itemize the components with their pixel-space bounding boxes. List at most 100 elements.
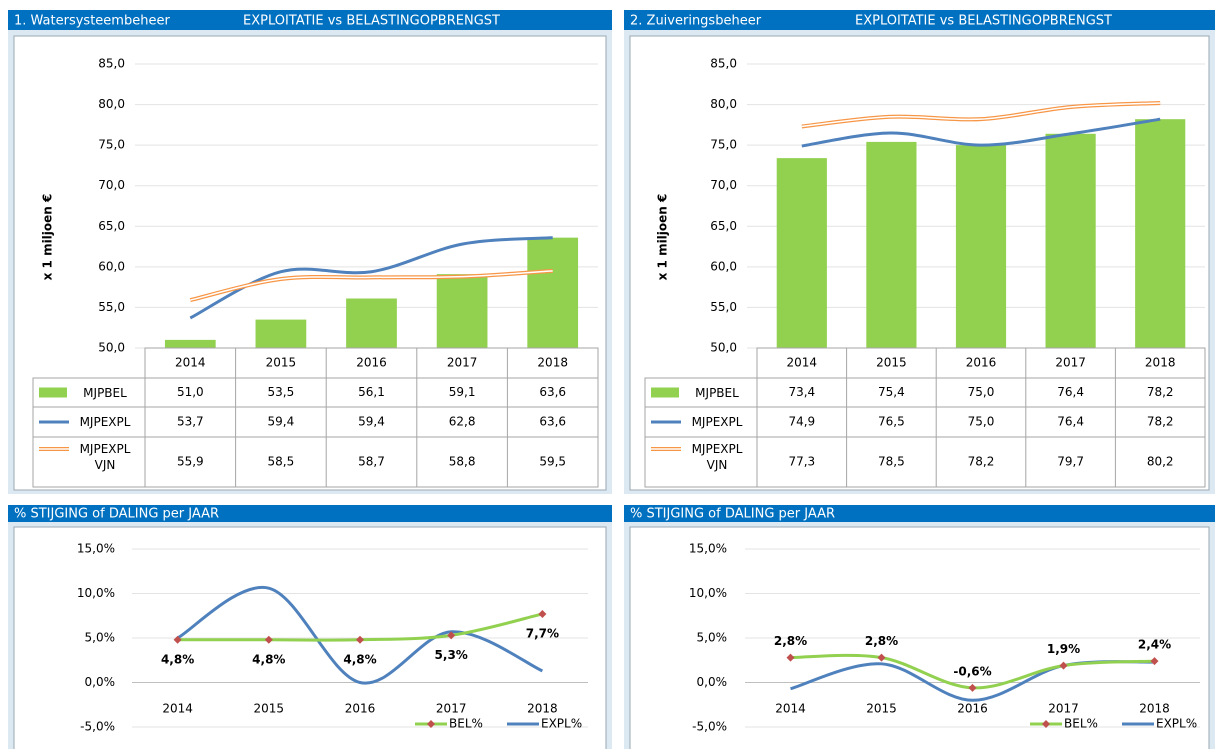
y-tick-label: 10,0% — [77, 586, 115, 600]
x-tick-label: 2017 — [1055, 356, 1086, 370]
legend-entry: MJPEXPL VJN — [79, 442, 131, 472]
y-tick-label: 75,0 — [98, 138, 125, 152]
chart-title: 1. Watersysteembeheer — [14, 14, 170, 29]
marker — [1059, 661, 1068, 670]
legend-label: MJPEXPL VJN — [79, 442, 131, 472]
table-value: 78,2 — [968, 455, 995, 469]
y-tick-label: 0,0% — [85, 675, 116, 689]
data-label: 1,9% — [1047, 642, 1080, 656]
table-value: 53,7 — [177, 415, 204, 429]
legend-label: MJPEXPL VJN — [691, 442, 743, 472]
legend-label: MJPBEL — [83, 385, 127, 400]
marker — [968, 683, 977, 692]
bar — [527, 237, 579, 348]
y-tick-label: 65,0 — [98, 219, 125, 233]
legend-entry: MJPEXPL VJN — [691, 442, 743, 472]
chart-title: % STIJGING of DALING per JAAR — [14, 507, 219, 522]
legend-label: EXPL% — [1156, 717, 1197, 731]
legend-label: BEL% — [1064, 717, 1098, 731]
x-tick-label: 2016 — [957, 702, 988, 716]
data-label: -0,6% — [953, 664, 991, 678]
legend-label: MJPBEL — [695, 385, 739, 400]
table-value: 59,5 — [539, 455, 566, 469]
table-value: 75,4 — [878, 385, 905, 399]
line — [176, 585, 544, 685]
legend-label: EXPL% — [541, 717, 582, 731]
table-value: 58,7 — [358, 455, 385, 469]
table-value: 63,6 — [539, 415, 566, 429]
table-value: 51,0 — [177, 385, 204, 399]
marker — [1150, 657, 1159, 666]
table-value: 74,9 — [788, 415, 815, 429]
table-value: 78,2 — [1147, 415, 1174, 429]
chart-subtitle: EXPLOITATIE vs BELASTINGOPBRENGST — [243, 14, 500, 29]
marker — [877, 653, 886, 662]
y-tick-label: 50,0 — [710, 341, 737, 355]
x-tick-label: 2015 — [876, 356, 907, 370]
x-tick-label: 2018 — [527, 702, 558, 716]
x-tick-label: 2017 — [1048, 702, 1079, 716]
legend-key — [651, 387, 679, 398]
x-tick-label: 2016 — [966, 356, 997, 370]
x-tick-label: 2014 — [162, 702, 193, 716]
x-tick-label: 2015 — [866, 702, 897, 716]
legend-key — [39, 387, 67, 398]
marker — [264, 635, 273, 644]
y-tick-label: 5,0% — [85, 631, 116, 645]
legend-entry: MJPBEL — [695, 385, 739, 400]
x-tick-label: 2018 — [1145, 356, 1176, 370]
legend-key — [1042, 720, 1050, 728]
table-value: 58,8 — [449, 455, 476, 469]
y-tick-label: 85,0 — [710, 57, 737, 71]
table-value: 59,4 — [358, 415, 385, 429]
table-value: 80,2 — [1147, 455, 1174, 469]
table-value: 75,0 — [968, 385, 995, 399]
table-value: 73,4 — [788, 385, 815, 399]
x-tick-label: 2014 — [775, 702, 806, 716]
x-tick-label: 2015 — [254, 702, 285, 716]
legend-label: BEL% — [449, 717, 483, 731]
data-label: 2,8% — [774, 634, 807, 648]
table-value: 59,1 — [449, 385, 476, 399]
y-tick-label: 70,0 — [98, 178, 125, 192]
table-value: 76,4 — [1057, 415, 1084, 429]
y-axis-label: x 1 miljoen € — [656, 194, 670, 281]
table-value: 59,4 — [268, 415, 295, 429]
bar — [866, 141, 917, 348]
data-label: 4,8% — [161, 652, 194, 666]
legend-label: MJPEXPL — [79, 415, 131, 429]
chart-title: % STIJGING of DALING per JAAR — [630, 507, 835, 522]
chart-box — [629, 35, 1210, 491]
bar — [1135, 119, 1186, 348]
y-tick-label: 80,0 — [98, 97, 125, 111]
legend-key — [427, 720, 435, 728]
y-tick-label: -5,0% — [692, 720, 727, 734]
x-tick-label: 2015 — [266, 356, 297, 370]
marker — [173, 635, 182, 644]
x-tick-label: 2018 — [537, 356, 568, 370]
header-bar — [624, 10, 1215, 30]
data-label: 7,7% — [526, 626, 559, 640]
data-label: 5,3% — [435, 648, 468, 662]
y-tick-label: 80,0 — [710, 97, 737, 111]
y-tick-label: 60,0 — [98, 259, 125, 273]
table-value: 62,8 — [449, 415, 476, 429]
chart-subtitle: EXPLOITATIE vs BELASTINGOPBRENGST — [855, 14, 1112, 29]
table-value: 78,5 — [878, 455, 905, 469]
marker — [786, 653, 795, 662]
table-value: 58,5 — [268, 455, 295, 469]
bar — [436, 274, 488, 348]
x-tick-label: 2014 — [175, 356, 206, 370]
marker — [538, 609, 547, 618]
table-cell — [644, 436, 1206, 488]
table-value: 75,0 — [968, 415, 995, 429]
y-tick-label: 55,0 — [710, 300, 737, 314]
y-tick-label: 75,0 — [710, 138, 737, 152]
line-inner — [801, 102, 1161, 128]
y-tick-label: 0,0% — [697, 675, 728, 689]
header-bar — [624, 505, 1215, 522]
x-tick-label: 2017 — [447, 356, 478, 370]
table-value: 63,6 — [539, 385, 566, 399]
table-value: 79,7 — [1057, 455, 1084, 469]
header-bar — [8, 10, 612, 30]
